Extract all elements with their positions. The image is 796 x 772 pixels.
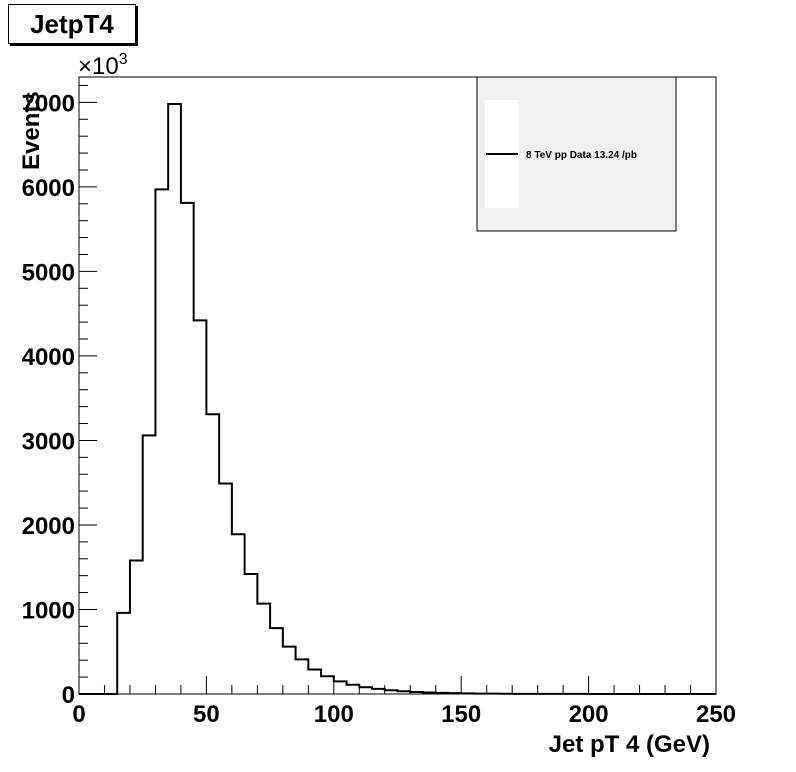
x-tick-label: 0 bbox=[72, 701, 85, 728]
y-tick-label: 1000 bbox=[22, 597, 75, 624]
y-tick-label: 3000 bbox=[22, 428, 75, 455]
y-tick-label: 7000 bbox=[22, 90, 75, 117]
y-tick-label: 2000 bbox=[22, 513, 75, 540]
histogram-bin bbox=[219, 484, 232, 694]
histogram-bin bbox=[257, 604, 270, 694]
x-tick-label: 200 bbox=[569, 701, 609, 728]
tick-labels: 0 50 100 150 200 250 0 1000 2000 3000 4000 5000 6000… bbox=[22, 90, 736, 728]
histogram-bin bbox=[334, 681, 347, 694]
histogram-bin bbox=[372, 689, 385, 694]
y-axis-multiplier: ×103 bbox=[78, 51, 128, 80]
x-tick-label: 100 bbox=[314, 701, 354, 728]
histogram-bin bbox=[143, 435, 156, 694]
histogram-bin bbox=[155, 189, 168, 694]
y-tick-label: 0 bbox=[62, 682, 75, 709]
y-tick-label: 5000 bbox=[22, 259, 75, 286]
x-tick-label: 250 bbox=[696, 701, 736, 728]
legend: 8 TeV pp Data 13.24 /pb bbox=[476, 76, 677, 232]
histogram-series bbox=[79, 103, 716, 695]
histogram-bin bbox=[308, 669, 321, 694]
histogram-bin bbox=[296, 659, 309, 694]
x-tick-label: 150 bbox=[441, 701, 481, 728]
x-axis-title: Jet pT 4 (GeV) bbox=[549, 731, 710, 758]
histogram-bin bbox=[232, 534, 245, 694]
legend-entry-label: 8 TeV pp Data 13.24 /pb bbox=[526, 150, 637, 161]
histogram-bin bbox=[410, 692, 423, 694]
histogram-bin bbox=[168, 104, 181, 694]
y-axis-multiplier-base: ×10 bbox=[78, 53, 119, 80]
histogram-bin bbox=[117, 613, 130, 694]
chart-title-box: JetpT4 bbox=[8, 4, 136, 44]
histogram-bin bbox=[461, 693, 474, 694]
histogram-bin bbox=[181, 203, 194, 694]
y-axis-title: Events bbox=[18, 91, 45, 170]
histogram-bin bbox=[283, 647, 296, 694]
histogram-bin bbox=[130, 560, 143, 694]
histogram-bin bbox=[448, 693, 461, 694]
histogram-bin bbox=[423, 692, 436, 694]
histogram-bin bbox=[245, 574, 258, 694]
histogram-bin bbox=[206, 414, 219, 694]
chart-title: JetpT4 bbox=[30, 8, 114, 39]
y-tick-label: 4000 bbox=[22, 344, 75, 371]
histogram-bin bbox=[359, 687, 372, 694]
plot-frame bbox=[78, 76, 717, 695]
histogram-bin bbox=[321, 676, 334, 694]
histogram-bin bbox=[194, 320, 207, 694]
histogram-outline bbox=[79, 103, 716, 695]
histogram-bin bbox=[398, 691, 411, 694]
x-tick-label: 50 bbox=[193, 701, 220, 728]
y-tick-label: 6000 bbox=[22, 175, 75, 202]
y-axis-multiplier-exponent: 3 bbox=[119, 51, 128, 68]
histogram-bin bbox=[436, 693, 449, 694]
histogram-bin bbox=[385, 690, 398, 694]
histogram-bin bbox=[347, 685, 360, 694]
histogram-bin bbox=[270, 628, 283, 694]
